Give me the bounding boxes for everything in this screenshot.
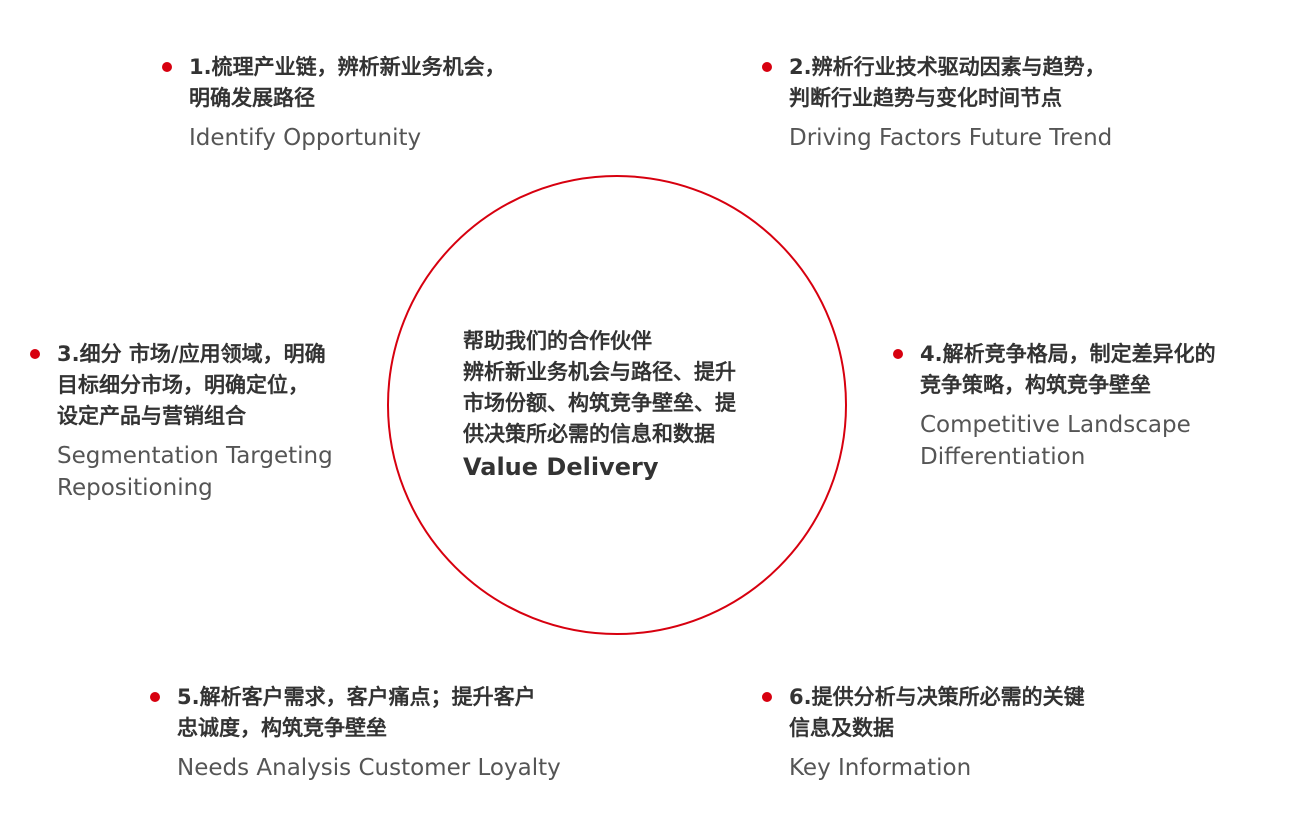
item-en-line: Competitive Landscape xyxy=(920,412,1191,438)
item-en-line: Needs Analysis Customer Loyalty xyxy=(177,755,561,781)
item-en-line: Segmentation Targeting xyxy=(57,443,333,469)
item-cn-text: 1.梳理产业链，辨析新业务机会， 明确发展路径 xyxy=(189,52,506,114)
item-cn-line: 3.细分 市场/应用领域，明确 xyxy=(57,342,326,366)
item-en-text: Segmentation Targeting Repositioning xyxy=(57,440,333,504)
center-english: Value Delivery xyxy=(463,453,659,481)
bullet-dot-icon xyxy=(30,349,40,359)
item-cn-text: 3.细分 市场/应用领域，明确 目标细分市场，明确定位， 设定产品与营销组合 xyxy=(57,339,333,432)
item-en-text: Driving Factors Future Trend xyxy=(789,122,1112,154)
bullet-dot-icon xyxy=(762,692,772,702)
bullet-dot-icon xyxy=(162,62,172,72)
item-cn-line: 2.辨析行业技术驱动因素与趋势， xyxy=(789,55,1106,79)
item-cn-line: 判断行业趋势与变化时间节点 xyxy=(789,86,1062,110)
center-line: 市场份额、构筑竞争壁垒、提 xyxy=(463,391,736,415)
bullet-dot-icon xyxy=(150,692,160,702)
item-en-text: Identify Opportunity xyxy=(189,122,506,154)
item-5-needs-analysis: 5.解析客户需求，客户痛点；提升客户 忠诚度，构筑竞争壁垒 Needs Anal… xyxy=(150,682,561,784)
item-cn-line: 明确发展路径 xyxy=(189,86,315,110)
center-line: 辨析新业务机会与路径、提升 xyxy=(463,360,736,384)
item-1-identify-opportunity: 1.梳理产业链，辨析新业务机会， 明确发展路径 Identify Opportu… xyxy=(162,52,506,154)
item-cn-line: 4.解析竞争格局，制定差异化的 xyxy=(920,342,1216,366)
item-cn-line: 忠诚度，构筑竞争壁垒 xyxy=(177,716,387,740)
item-cn-line: 信息及数据 xyxy=(789,716,894,740)
item-cn-line: 目标细分市场，明确定位， xyxy=(57,373,309,397)
item-en-text: Key Information xyxy=(789,752,1085,784)
item-cn-text: 4.解析竞争格局，制定差异化的 竞争策略，构筑竞争壁垒 xyxy=(920,339,1216,401)
item-4-competitive-landscape: 4.解析竞争格局，制定差异化的 竞争策略，构筑竞争壁垒 Competitive … xyxy=(893,339,1216,473)
item-cn-text: 6.提供分析与决策所必需的关键 信息及数据 xyxy=(789,682,1085,744)
item-3-segmentation: 3.细分 市场/应用领域，明确 目标细分市场，明确定位， 设定产品与营销组合 S… xyxy=(30,339,333,504)
bullet-dot-icon xyxy=(762,62,772,72)
center-line: 帮助我们的合作伙伴 xyxy=(463,329,652,353)
item-en-text: Competitive Landscape Differentiation xyxy=(920,409,1216,473)
item-en-line: Identify Opportunity xyxy=(189,125,422,151)
center-line: 供决策所必需的信息和数据 xyxy=(463,422,715,446)
center-circle xyxy=(387,175,847,635)
item-cn-text: 2.辨析行业技术驱动因素与趋势， 判断行业趋势与变化时间节点 xyxy=(789,52,1112,114)
item-cn-line: 1.梳理产业链，辨析新业务机会， xyxy=(189,55,506,79)
item-en-line: Driving Factors Future Trend xyxy=(789,125,1113,151)
item-en-line: Repositioning xyxy=(57,475,213,501)
item-en-line: Differentiation xyxy=(920,444,1086,470)
item-cn-line: 竞争策略，构筑竞争壁垒 xyxy=(920,373,1151,397)
center-summary: 帮助我们的合作伙伴 辨析新业务机会与路径、提升 市场份额、构筑竞争壁垒、提 供决… xyxy=(463,326,783,483)
item-cn-line: 6.提供分析与决策所必需的关键 xyxy=(789,685,1085,709)
item-2-driving-factors: 2.辨析行业技术驱动因素与趋势， 判断行业趋势与变化时间节点 Driving F… xyxy=(762,52,1112,154)
bullet-dot-icon xyxy=(893,349,903,359)
item-en-line: Key Information xyxy=(789,755,972,781)
item-cn-line: 设定产品与营销组合 xyxy=(57,404,246,428)
item-cn-line: 5.解析客户需求，客户痛点；提升客户 xyxy=(177,685,536,709)
item-6-key-information: 6.提供分析与决策所必需的关键 信息及数据 Key Information xyxy=(762,682,1085,784)
item-cn-text: 5.解析客户需求，客户痛点；提升客户 忠诚度，构筑竞争壁垒 xyxy=(177,682,561,744)
item-en-text: Needs Analysis Customer Loyalty xyxy=(177,752,561,784)
